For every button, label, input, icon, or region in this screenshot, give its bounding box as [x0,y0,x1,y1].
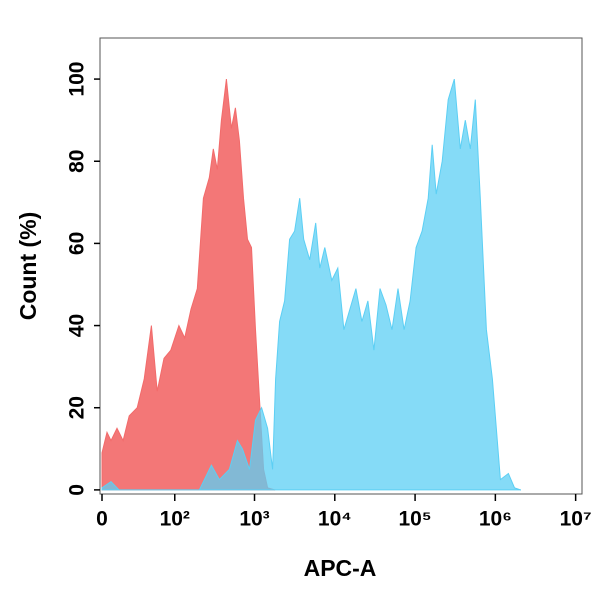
x-tick-label: 10³ [239,508,269,531]
x-tick-label: 0 [96,508,108,531]
y-tick-label: 40 [66,314,89,337]
y-tick-label: 80 [66,150,89,173]
histogram-area [101,78,521,491]
x-tick-label: 10² [160,508,190,531]
x-axis-label: APC-A [304,555,377,581]
x-tick-label: 10⁴ [318,508,352,531]
y-tick-label: 100 [66,62,89,97]
y-tick-label: 20 [66,396,89,419]
x-tick-label: 10⁶ [479,508,512,531]
plot-frame [99,37,583,495]
x-tick-label: 10⁵ [398,508,431,531]
y-tick-label: 0 [66,484,89,496]
x-tick-label: 10⁷ [560,508,591,531]
y-tick-label: 60 [66,232,89,255]
y-axis-label: Count (%) [15,212,41,321]
histogram-area [101,79,276,491]
